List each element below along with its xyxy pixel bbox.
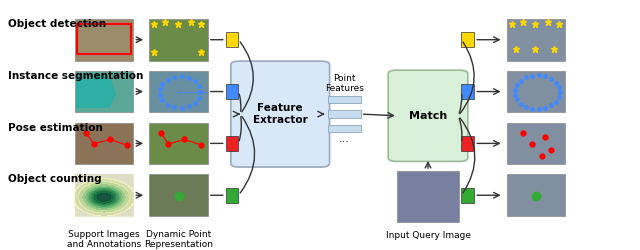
Bar xyxy=(328,96,361,103)
Bar xyxy=(507,174,565,216)
Bar xyxy=(397,171,459,222)
Bar xyxy=(461,136,474,151)
Bar xyxy=(75,122,133,164)
Bar xyxy=(75,174,133,216)
Bar xyxy=(75,71,133,112)
Bar xyxy=(226,136,239,151)
Bar xyxy=(461,32,474,47)
Bar xyxy=(149,19,208,60)
Bar xyxy=(149,122,208,164)
Bar xyxy=(461,188,474,203)
Bar xyxy=(149,174,208,216)
Bar xyxy=(226,32,239,47)
Bar xyxy=(75,19,133,60)
Bar xyxy=(75,174,133,216)
Bar xyxy=(507,19,565,60)
Text: Feature
Extractor: Feature Extractor xyxy=(253,103,308,125)
Text: Instance segmentation: Instance segmentation xyxy=(8,71,143,81)
Text: ...: ... xyxy=(339,134,349,144)
Bar xyxy=(149,71,208,112)
Text: Dynamic Point
Representation: Dynamic Point Representation xyxy=(144,230,213,249)
Text: Input Query Image: Input Query Image xyxy=(385,231,470,240)
FancyBboxPatch shape xyxy=(231,61,330,167)
Bar xyxy=(507,71,565,112)
Text: Pose estimation: Pose estimation xyxy=(8,122,102,132)
Text: Point
Features: Point Features xyxy=(324,74,364,93)
Bar xyxy=(226,84,239,99)
Bar xyxy=(328,110,361,118)
Bar xyxy=(328,125,361,132)
Bar xyxy=(77,24,131,54)
Text: Object detection: Object detection xyxy=(8,19,106,29)
Bar xyxy=(226,188,239,203)
Polygon shape xyxy=(76,75,116,108)
Text: Object counting: Object counting xyxy=(8,174,101,184)
Bar xyxy=(461,84,474,99)
FancyBboxPatch shape xyxy=(388,70,468,162)
Text: Match: Match xyxy=(409,111,447,121)
Text: Support Images
and Annotations: Support Images and Annotations xyxy=(67,230,141,249)
Bar xyxy=(507,122,565,164)
